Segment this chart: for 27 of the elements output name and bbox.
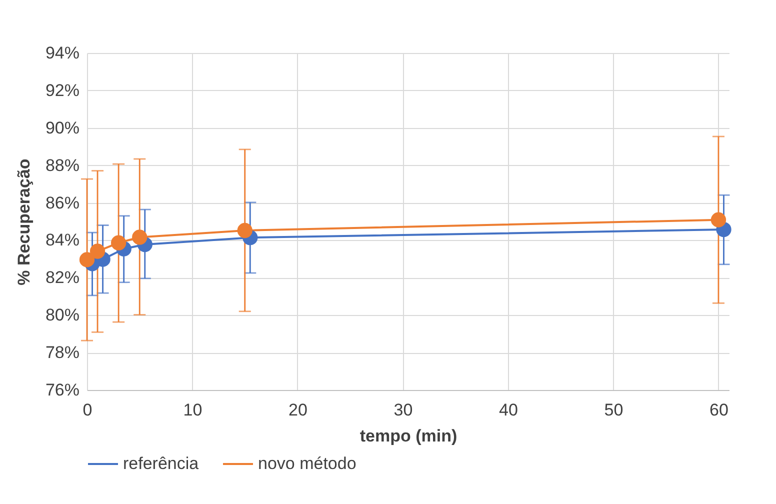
- y-tick-label: 86%: [45, 193, 80, 212]
- point: [90, 244, 106, 259]
- legend-label: novo método: [258, 454, 356, 473]
- x-tick-label: 50: [604, 400, 624, 420]
- x-tick-label: 10: [183, 400, 202, 420]
- y-tick-label: 78%: [45, 343, 80, 362]
- x-tick-label: 0: [82, 400, 92, 420]
- legend-label: referência: [123, 454, 200, 473]
- x-axis-title: tempo (min): [360, 426, 458, 446]
- y-tick-label: 80%: [45, 306, 80, 325]
- point: [710, 212, 726, 228]
- x-tick-label: 20: [288, 400, 308, 420]
- point: [132, 230, 148, 245]
- y-tick-label: 76%: [45, 380, 80, 400]
- x-tick-label: 40: [499, 400, 518, 420]
- x-tick-label: 30: [394, 400, 413, 420]
- y-tick-label: 90%: [45, 118, 80, 138]
- y-tick-label: 84%: [45, 230, 80, 250]
- x-tick-label: 60: [710, 400, 728, 420]
- y-axis-title: % Recuperação: [14, 158, 34, 286]
- y-tick-label: 88%: [45, 156, 80, 175]
- y-tick-label: 94%: [45, 44, 80, 62]
- y-tick-label: 92%: [45, 80, 80, 100]
- point: [79, 252, 95, 268]
- point: [237, 222, 252, 238]
- y-tick-label: 82%: [45, 268, 80, 288]
- point: [110, 235, 126, 250]
